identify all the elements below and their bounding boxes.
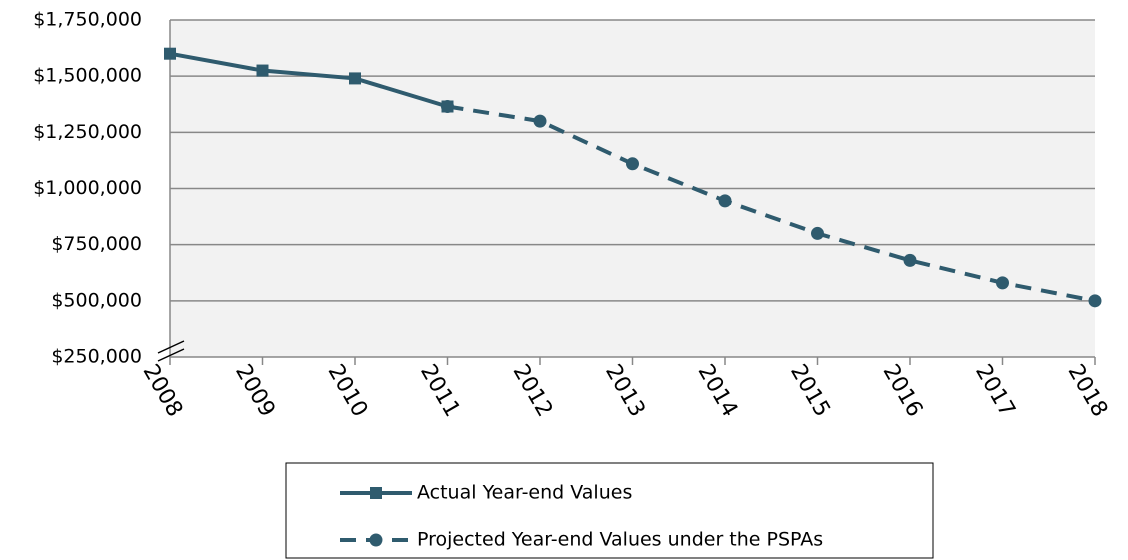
legend-marker [369, 533, 383, 547]
marker [349, 72, 361, 85]
marker [718, 194, 732, 208]
legend [285, 462, 934, 559]
legend-label: Projected Year-end Values under the PSPA… [417, 529, 823, 551]
y-tick-label: $1,000,000 [33, 177, 142, 199]
y-tick-label: $500,000 [51, 289, 142, 311]
marker [441, 99, 454, 113]
x-tick-label: 2010 [323, 360, 373, 421]
axis-break [157, 340, 185, 362]
y-tick-label: $1,500,000 [33, 65, 142, 87]
marker [1088, 294, 1102, 308]
marker [626, 157, 639, 171]
x-tick-label: 2008 [138, 360, 188, 421]
y-tick-label: $750,000 [51, 233, 142, 255]
marker [996, 276, 1009, 290]
y-tick-label: $1,250,000 [33, 121, 142, 143]
x-tick-label: 2014 [693, 360, 743, 421]
x-tick-label: 2013 [600, 360, 650, 421]
series-line [169, 51, 449, 109]
x-tick-label: 2012 [508, 360, 558, 421]
y-tick-label: $1,750,000 [33, 9, 142, 31]
x-tick-label: 2011 [415, 360, 465, 421]
series-line [447, 104, 1096, 303]
legend-marker [370, 487, 382, 499]
marker [164, 47, 176, 60]
x-tick-label: 2016 [878, 360, 928, 421]
marker [811, 226, 824, 240]
marker [256, 64, 269, 77]
x-tick-label: 2018 [1063, 360, 1113, 421]
x-tick-label: 2009 [230, 360, 280, 421]
marker [533, 114, 547, 128]
legend-label: Actual Year-end Values [417, 482, 632, 504]
x-tick-label: 2015 [785, 360, 835, 421]
x-tick-label: 2017 [970, 360, 1020, 421]
marker [903, 253, 917, 267]
y-tick-label: $250,000 [51, 346, 142, 368]
